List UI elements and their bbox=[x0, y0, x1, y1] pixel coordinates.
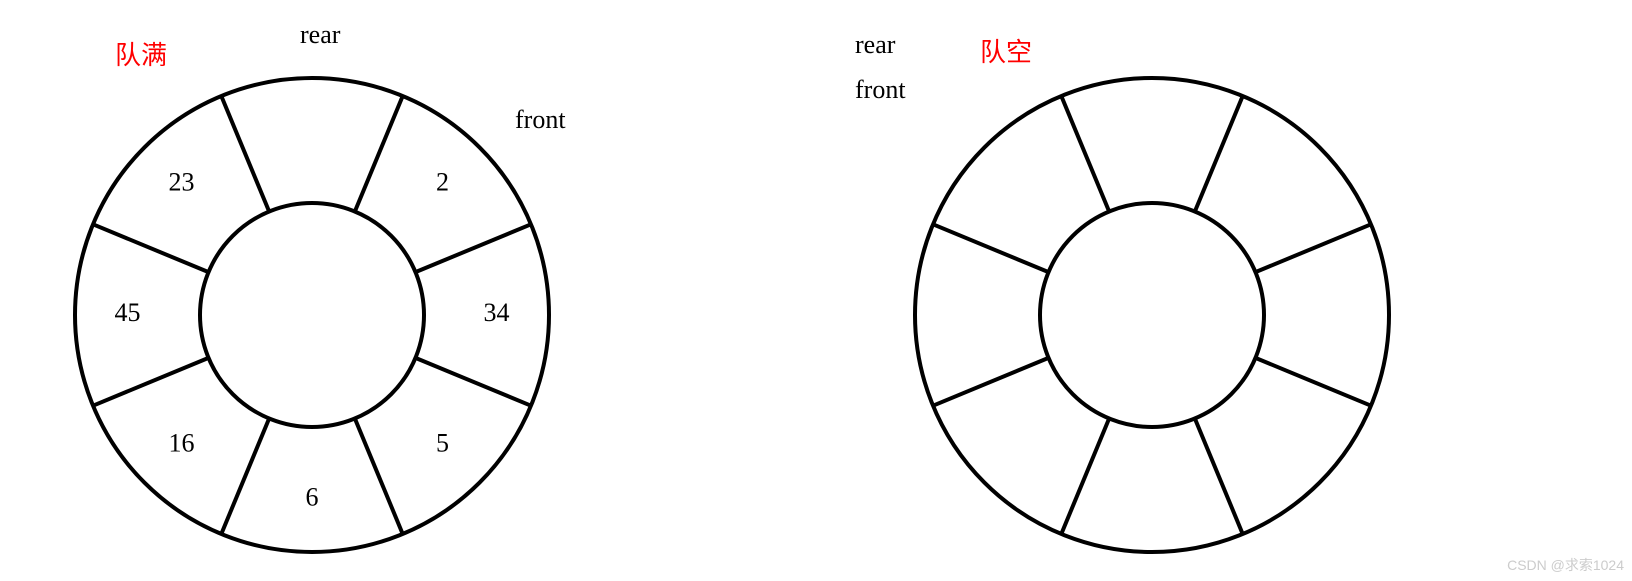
watermark: CSDN @求索1024 bbox=[1507, 555, 1624, 575]
cell-value: 16 bbox=[169, 428, 195, 457]
cell-value: 23 bbox=[169, 168, 195, 197]
annotation: front bbox=[855, 75, 906, 105]
ring-full: 2 34 5 6 16 45 23 bbox=[75, 78, 549, 552]
annotation: front bbox=[515, 105, 566, 135]
rings-svg: 2 34 5 6 16 45 23 bbox=[0, 0, 1632, 581]
cell-value: 34 bbox=[484, 298, 510, 327]
annotation: 队空 bbox=[980, 32, 1032, 69]
annotation: 队满 bbox=[115, 35, 167, 72]
cell-value: 45 bbox=[115, 298, 141, 327]
ring-empty bbox=[915, 78, 1389, 552]
annotation: rear bbox=[300, 20, 340, 50]
diagram-container: 2 34 5 6 16 45 23 队满 rear front rear 队空 front CSDN … bbox=[0, 0, 1632, 581]
cell-value: 2 bbox=[436, 168, 449, 197]
annotation: rear bbox=[855, 30, 895, 60]
cell-value: 5 bbox=[436, 428, 449, 457]
cell-value: 6 bbox=[306, 482, 319, 511]
